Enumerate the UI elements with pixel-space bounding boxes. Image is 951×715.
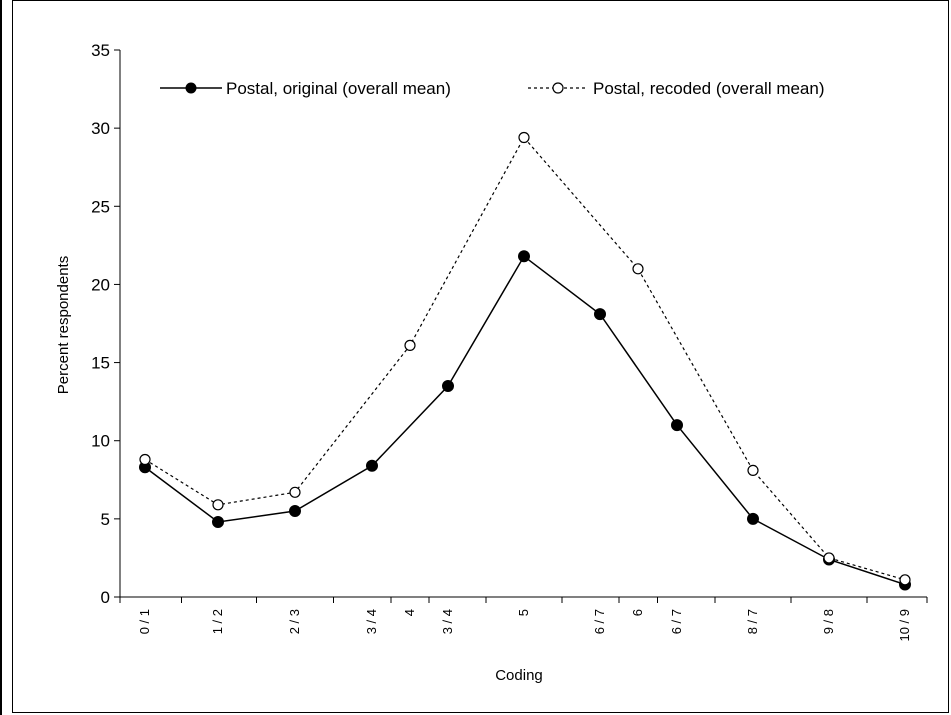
x-tick-label: 6 <box>630 609 645 616</box>
axes <box>119 50 927 598</box>
y-tick-label: 35 <box>91 41 110 60</box>
series-2-point <box>518 131 530 144</box>
series-2-point <box>289 486 301 498</box>
series-1-point <box>366 459 378 472</box>
x-tick-label: 0 / 1 <box>137 609 152 634</box>
legend-marker-2 <box>552 82 564 94</box>
series-1-point <box>747 512 759 525</box>
x-axis-label: Coding <box>495 667 543 684</box>
series-1-point <box>442 380 454 393</box>
series-line-2 <box>144 136 906 581</box>
y-axis-label: Percent respondents <box>55 256 72 394</box>
y-tick-label: 5 <box>101 510 110 529</box>
series-2-point <box>747 464 759 477</box>
series-layer <box>139 131 911 591</box>
x-tick-label: 3 / 4 <box>364 609 379 634</box>
y-axis-ticks: 0 5 10 15 20 25 30 35 <box>91 41 120 607</box>
x-axis-ticks: 0 / 1 1 / 2 2 / 3 3 / 4 4 3 / 4 5 6 / 7 6 6 / 7 8 … <box>119 597 928 642</box>
left-border-line <box>0 0 2 715</box>
series-2-point <box>632 263 644 275</box>
x-tick-label: 1 / 2 <box>210 609 225 634</box>
series-1-point <box>671 419 683 432</box>
legend-label-2: Postal, recoded (overall mean) <box>593 79 825 98</box>
x-tick-label: 2 / 3 <box>287 609 302 634</box>
legend-marker-1 <box>185 82 197 94</box>
y-tick-label: 25 <box>91 197 110 216</box>
y-tick-label: 10 <box>91 432 110 451</box>
series-2-point <box>899 574 911 586</box>
series-1-point <box>594 308 606 321</box>
series-1-point <box>212 515 224 528</box>
y-tick-label: 20 <box>91 275 110 294</box>
series-line-1 <box>144 255 906 586</box>
x-tick-label: 9 / 8 <box>821 609 836 634</box>
series-2-point <box>823 552 835 564</box>
y-tick-label: 30 <box>91 119 110 138</box>
series-1-point <box>289 505 301 518</box>
x-tick-label: 5 <box>516 609 531 616</box>
legend-label-1: Postal, original (overall mean) <box>226 79 451 98</box>
chart-frame <box>12 0 949 713</box>
y-tick-label: 0 <box>101 588 110 607</box>
x-tick-label: 10 / 9 <box>897 609 912 642</box>
series-2-point <box>212 499 224 511</box>
series-2-point <box>139 453 151 466</box>
y-tick-label: 15 <box>91 354 110 373</box>
series-1-point <box>518 250 530 263</box>
x-tick-label: 4 <box>402 609 417 616</box>
series-2-point <box>404 339 416 351</box>
legend: Postal, original (overall mean) Postal, r… <box>160 79 825 98</box>
x-tick-label: 8 / 7 <box>745 609 760 634</box>
x-tick-label: 6 / 7 <box>669 609 684 634</box>
x-tick-label: 6 / 7 <box>592 609 607 634</box>
x-tick-label: 3 / 4 <box>440 609 455 634</box>
